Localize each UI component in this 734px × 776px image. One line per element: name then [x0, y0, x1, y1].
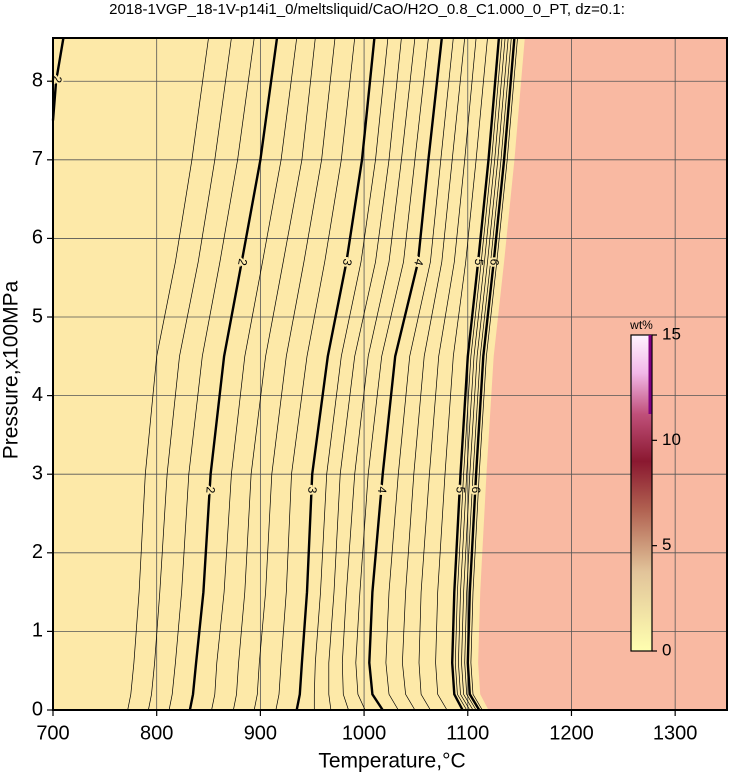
minor-contour	[328, 37, 402, 711]
y-tick-label: 6	[32, 227, 43, 249]
plot-frame	[52, 37, 728, 711]
contour-label: 2	[50, 75, 65, 84]
minor-contour	[211, 37, 298, 711]
contour-label: 2	[203, 486, 217, 494]
y-tick-label: 1	[32, 620, 43, 642]
minor-contour	[435, 37, 488, 711]
minor-contour	[148, 37, 232, 711]
minor-contour	[461, 37, 509, 711]
y-tick-label: 5	[32, 305, 43, 327]
x-tick-label: 900	[244, 722, 277, 744]
major-contour	[450, 37, 501, 711]
major-contour	[51, 37, 65, 121]
colorbar-tick-label: 0	[662, 640, 671, 659]
colorbar-tick-label: 5	[662, 535, 671, 554]
region-fill	[478, 38, 727, 710]
minor-contour	[418, 37, 477, 711]
minor-contour	[355, 37, 429, 711]
y-tick-label: 7	[32, 148, 43, 170]
minor-contour	[454, 37, 503, 711]
y-tick-label: 8	[32, 70, 43, 92]
colorbar-tick-label: 10	[662, 430, 681, 449]
minor-contour	[464, 37, 512, 711]
x-tick-label: 1300	[653, 722, 698, 744]
contour-label: 6	[469, 486, 483, 494]
minor-contour	[458, 37, 506, 711]
minor-contour	[168, 37, 255, 711]
y-tick-label: 2	[32, 541, 43, 563]
y-tick-label: 0	[32, 698, 43, 720]
x-tick-label: 1200	[549, 722, 594, 744]
minor-contour	[341, 37, 416, 711]
chart-title: 2018-1VGP_18-1V-p14i1_0/meltsliquid/CaO/…	[109, 1, 625, 18]
minor-contour	[275, 37, 356, 711]
x-tick-label: 1000	[342, 722, 387, 744]
x-tick-label: 700	[36, 722, 69, 744]
x-axis-label: Temperature,°C	[318, 750, 465, 773]
colorbar-tick-label: 15	[662, 324, 681, 343]
y-axis-label: Pressure,x100MPa	[0, 280, 23, 459]
major-contour	[188, 37, 279, 711]
minor-contour	[385, 37, 454, 711]
colorbar	[630, 334, 653, 652]
minor-contour	[233, 37, 316, 711]
minor-contour	[313, 37, 389, 710]
major-contour	[368, 37, 443, 711]
x-tick-label: 800	[140, 722, 173, 744]
contour-label: 3	[305, 486, 319, 494]
y-tick-label: 3	[32, 462, 43, 484]
minor-contour	[253, 37, 336, 711]
x-tick-label: 1100	[446, 722, 489, 744]
minor-contour	[127, 37, 209, 711]
y-tick-label: 4	[32, 384, 43, 406]
major-contour	[466, 37, 516, 711]
major-contour	[295, 37, 376, 711]
colorbar-label: wt%	[629, 318, 653, 332]
minor-contour	[402, 37, 466, 711]
minor-contour	[470, 37, 518, 711]
contour-label: 5	[453, 486, 467, 494]
